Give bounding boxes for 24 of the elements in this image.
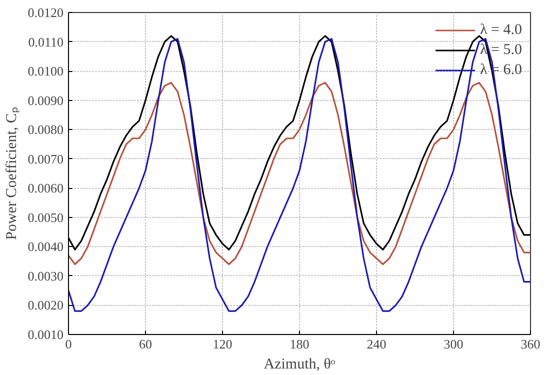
y-tick-label: 0.0120	[28, 5, 64, 20]
y-tick-label: 0.0050	[28, 210, 64, 225]
y-tick-label: 0.0070	[28, 151, 64, 166]
x-tick-label: 120	[212, 336, 232, 352]
line-series	[68, 38, 530, 312]
x-tick-label: 300	[444, 336, 464, 352]
y-axis-title: Power Coefficient, Cₚ	[4, 107, 20, 240]
y-tick-label: 0.0090	[28, 92, 64, 108]
line-series	[68, 82, 530, 266]
y-tick-label: 0.0100	[28, 64, 64, 79]
y-tick-label: 0.0060	[28, 180, 64, 196]
x-tick-label: 240	[366, 336, 386, 352]
y-tick-label: 0.0110	[28, 34, 64, 50]
x-tick-label: 360	[520, 336, 540, 352]
legend-label: λ = 4.0	[480, 22, 522, 38]
y-tick-label: 0.0010	[28, 327, 64, 342]
x-tick-label: 180	[290, 336, 310, 352]
x-tick-label: 60	[139, 336, 152, 352]
x-axis-title: Azimuth, θᵒ	[264, 356, 336, 372]
y-tick-label: 0.0020	[28, 298, 64, 313]
y-tick-label: 0.0040	[28, 239, 64, 254]
x-tick-label: 0	[65, 336, 72, 352]
y-tick-label: 0.0030	[28, 268, 64, 284]
y-tick-label: 0.0080	[28, 122, 64, 138]
